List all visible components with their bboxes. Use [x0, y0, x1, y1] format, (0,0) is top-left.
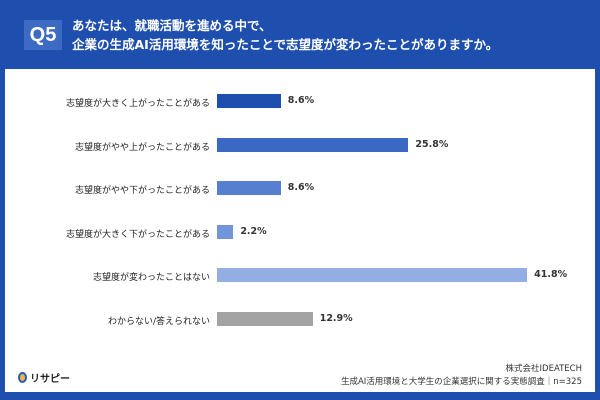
company-name: 株式会社IDEATECH — [505, 364, 582, 374]
bar — [217, 268, 528, 282]
survey-source: 生成AI活用環境と大学生の企業選択に関する実態調査｜n=325 — [340, 377, 582, 387]
question-badge: Q5 — [24, 20, 62, 50]
logo: リサピー — [18, 370, 70, 385]
value-label: 25.8% — [415, 138, 449, 150]
bar — [217, 137, 409, 152]
pin-icon — [18, 372, 27, 383]
question-title: あなたは、就職活動を進める中で、 企業の生成AI活用環境を知ったことで志望度が変… — [72, 16, 498, 54]
category-label: 志望度がやや上がったことがある — [74, 142, 210, 153]
chart-panel — [5, 69, 595, 392]
category-label: 志望度が大きく上がったことがある — [65, 99, 210, 109]
category-label: 志望度が変わったことはない — [92, 273, 210, 283]
category-label: 志望度が大きく下がったことがある — [65, 229, 210, 240]
value-label: 12.9% — [319, 312, 353, 324]
value-label: 8.6% — [287, 95, 315, 106]
category-label: わからない/答えられない — [107, 316, 210, 327]
source-note: 株式会社IDEATECH 生成AI活用環境と大学生の企業選択に関する実態調査｜n… — [341, 363, 582, 389]
bar — [217, 181, 281, 195]
bar — [217, 224, 234, 239]
question-line-2: 企業の生成AI活用環境を知ったことで志望度が変わったことがありますか。 — [72, 37, 499, 52]
bar — [217, 94, 281, 108]
value-label: 8.6% — [287, 182, 315, 193]
value-label: 2.2% — [240, 225, 267, 237]
bar — [217, 311, 313, 326]
logo-text: リサピー — [30, 374, 70, 385]
value-label: 41.8% — [534, 269, 568, 280]
question-line-1: あなたは、就職活動を進める中で、 — [72, 18, 272, 33]
category-label: 志望度がやや下がったことがある — [74, 186, 210, 196]
